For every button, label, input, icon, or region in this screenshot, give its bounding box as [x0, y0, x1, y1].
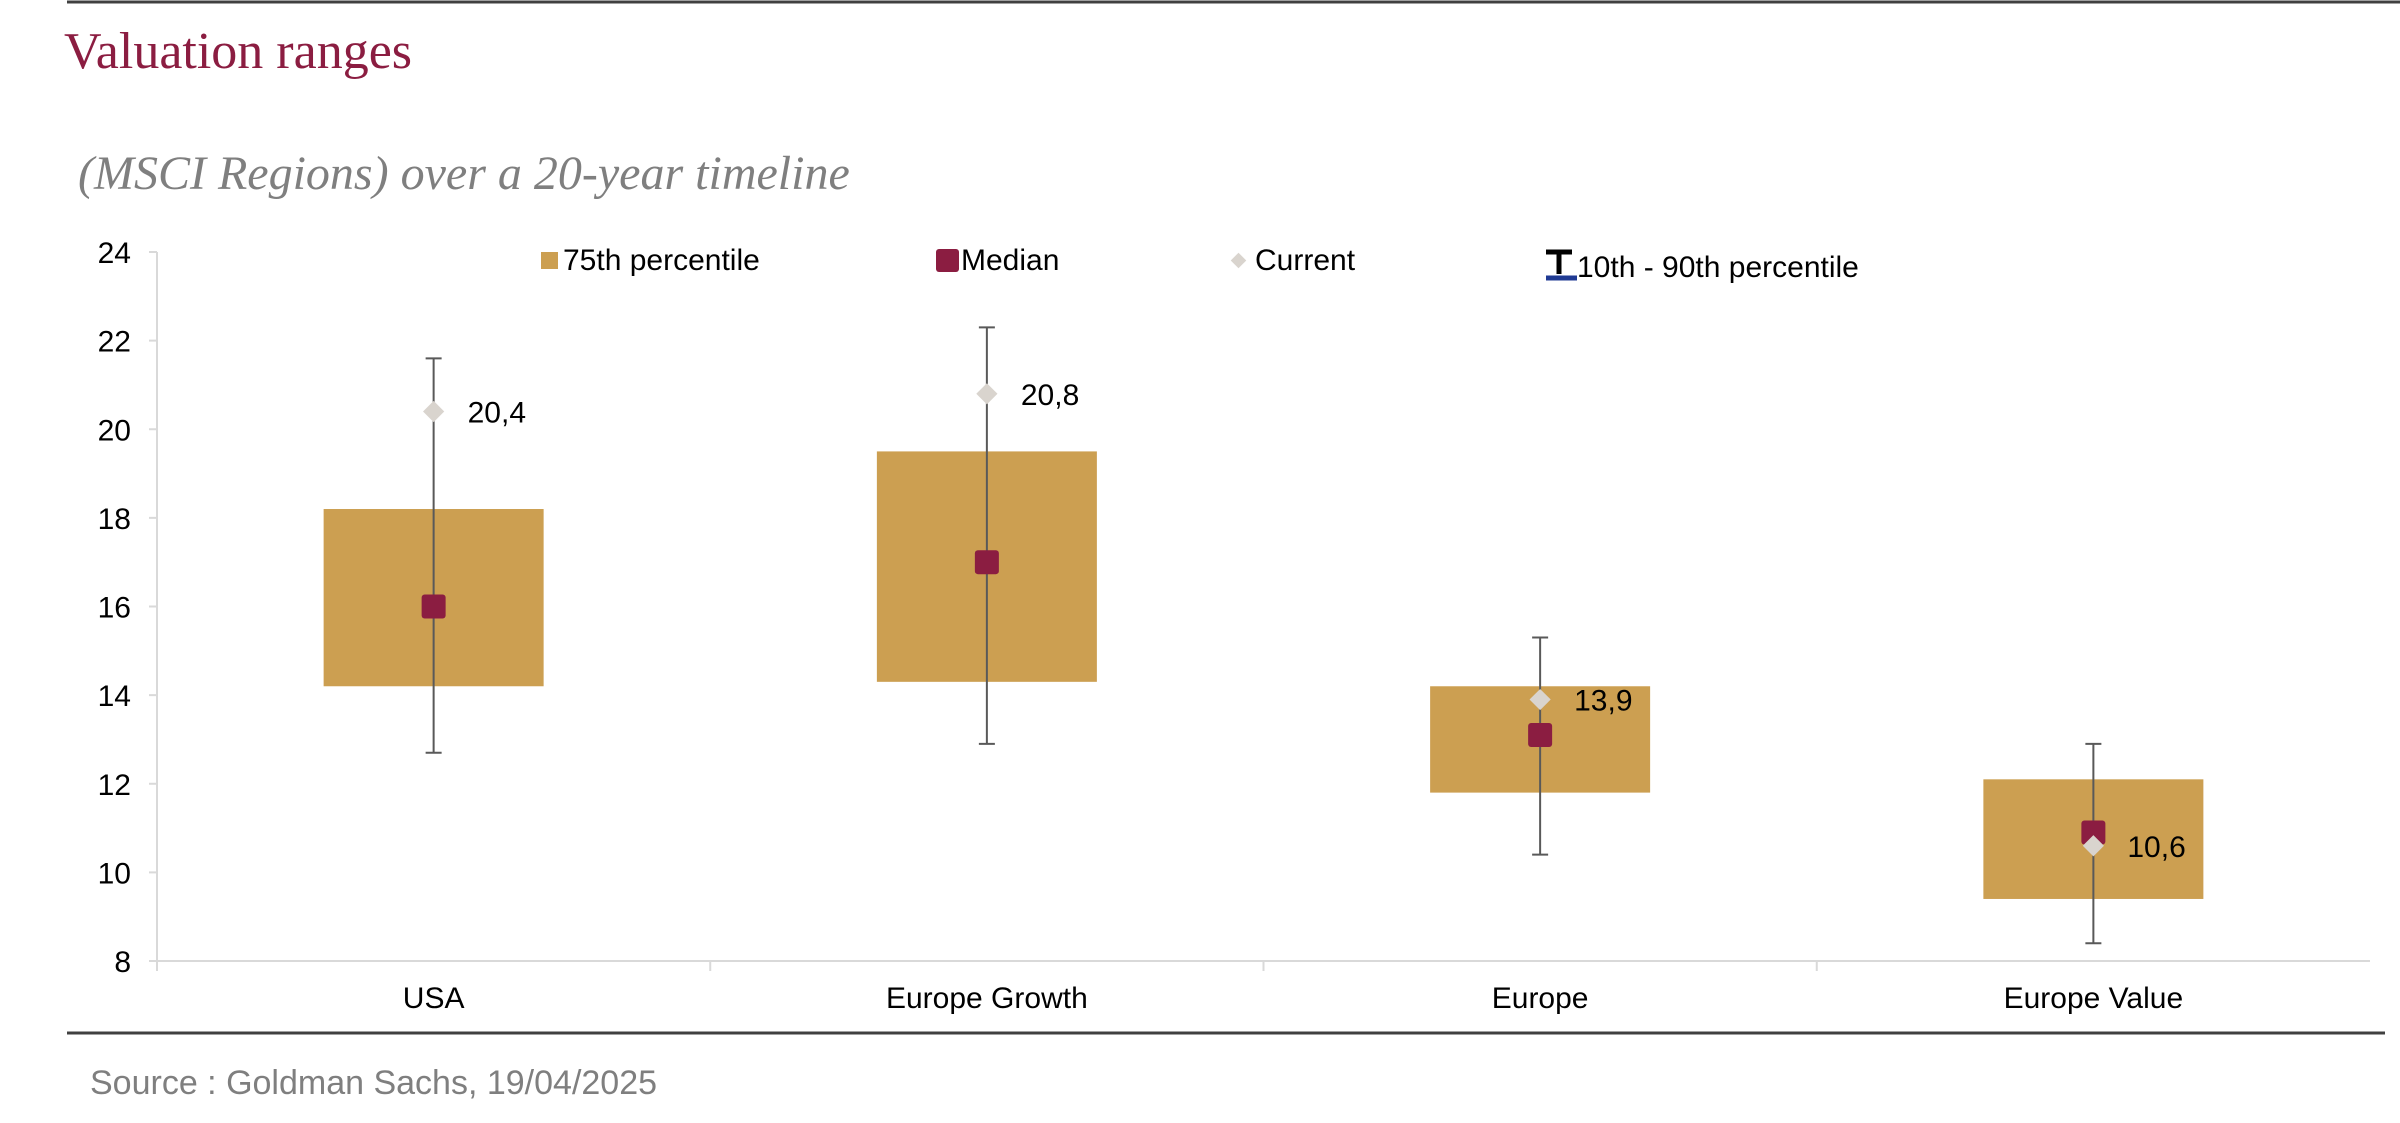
legend-median-label: Median [961, 244, 1059, 277]
y-tick-label: 22 [98, 326, 131, 359]
y-tick-label: 16 [98, 592, 131, 625]
current-marker [423, 400, 445, 423]
legend-box-label: 75th percentile [563, 244, 760, 277]
current-value-label: 20,8 [1021, 379, 1079, 412]
chart-whiskers [425, 326, 2102, 945]
source-note: Source : Goldman Sachs, 19/04/2025 [90, 1064, 657, 1102]
y-tick-label: 8 [114, 946, 131, 979]
x-tick-label: Europe Value [2004, 982, 2184, 1015]
legend-current-label: Current [1255, 244, 1356, 277]
chart-current-labels: 20,4 20,8 13,9 10,6 [468, 379, 2186, 864]
chart-legend: 75th percentile Median Current 10th - 90… [541, 244, 1859, 284]
legend-box-swatch [541, 252, 558, 269]
current-value-label: 10,6 [2127, 831, 2185, 864]
chart-subtitle: (MSCI Regions) over a 20-year timeline [78, 147, 850, 200]
median-marker [2081, 820, 2106, 845]
chart-boxes [323, 451, 2204, 899]
current-marker [1529, 688, 1551, 711]
page-title: Valuation ranges [64, 23, 412, 80]
x-tick-label: USA [403, 982, 465, 1015]
y-tick-label: 20 [98, 414, 131, 447]
legend-whisker-icon [1546, 249, 1577, 281]
current-marker [2082, 835, 2104, 857]
median-marker [1528, 723, 1553, 748]
legend-whisker-label: 10th - 90th percentile [1577, 251, 1859, 284]
current-value-label: 13,9 [1574, 685, 1632, 718]
x-tick-label: Europe Growth [886, 982, 1088, 1015]
y-tick-label: 12 [98, 769, 131, 802]
y-tick-label: 18 [98, 503, 131, 536]
legend-current-swatch [1230, 252, 1247, 269]
x-tick-label: Europe [1492, 982, 1589, 1015]
y-tick-label: 14 [98, 680, 131, 713]
current-marker [976, 383, 998, 405]
chart-current-markers [423, 383, 2104, 857]
median-marker [421, 594, 446, 619]
current-value-label: 20,4 [468, 397, 526, 430]
median-marker [974, 550, 999, 575]
chart-medians [421, 550, 2106, 845]
y-tick-label: 10 [98, 857, 131, 890]
legend-median-swatch [936, 249, 959, 272]
chart-axes: 8 10 12 14 16 18 20 22 24 USA Europe Growth Europe E… [98, 237, 2370, 1015]
y-tick-label: 24 [98, 237, 131, 270]
